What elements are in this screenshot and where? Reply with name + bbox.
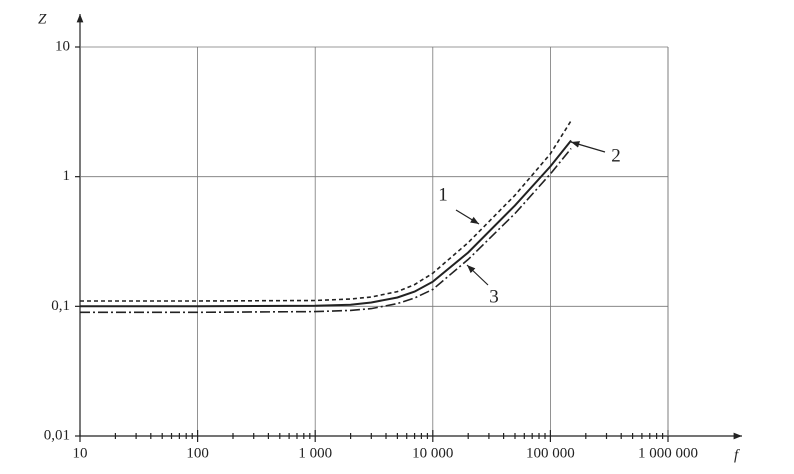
pointer-arrow [466, 264, 489, 286]
series-label: 2 [611, 145, 621, 166]
x-axis-label: f [734, 447, 740, 463]
x-tick-label: 10 000 [412, 445, 453, 461]
y-tick-label: 10 [55, 38, 70, 54]
pointer-arrow [570, 141, 606, 153]
x-tick-label: 100 [186, 445, 209, 461]
line-series [80, 147, 572, 314]
x-tick-label: 1 000 000 [638, 445, 698, 461]
x-tick-label: 1 000 [298, 445, 332, 461]
y-axis-label: Z [38, 11, 47, 27]
pointer-arrow [455, 209, 480, 225]
line-series [80, 139, 572, 308]
y-tick-label: 0,01 [44, 427, 70, 443]
y-tick-label: 1 [63, 168, 71, 184]
series-label: 3 [489, 286, 499, 307]
y-tick-label: 0,1 [51, 298, 70, 314]
line-series [80, 120, 572, 302]
series-label: 1 [438, 184, 448, 205]
x-tick-label: 10 [73, 445, 88, 461]
x-tick-label: 100 000 [526, 445, 575, 461]
